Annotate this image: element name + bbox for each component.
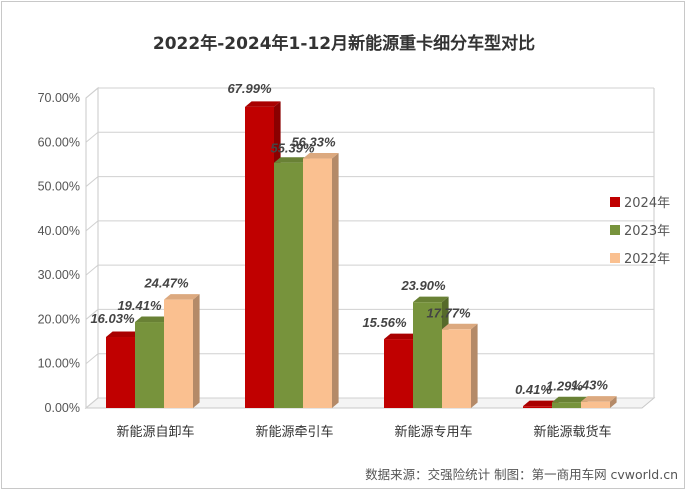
data-label: 1.43% xyxy=(571,378,608,393)
bar xyxy=(552,402,581,408)
y-tick-label: 60.00% xyxy=(38,135,80,149)
y-tick-label: 40.00% xyxy=(38,224,80,238)
data-label: 55.39% xyxy=(270,141,315,156)
data-label: 24.47% xyxy=(143,276,189,291)
bar-top xyxy=(245,101,281,107)
x-tick-label: 新能源牵引车 xyxy=(255,424,333,440)
x-tick-label: 新能源自卸车 xyxy=(116,424,194,440)
bar-side xyxy=(610,396,617,408)
bar-top xyxy=(552,396,588,403)
data-label: 1.29% xyxy=(546,378,583,393)
legend-swatch xyxy=(610,197,620,207)
legend-label: 2022年 xyxy=(624,252,670,267)
bar-top xyxy=(274,157,310,163)
side-wall xyxy=(85,86,99,410)
data-labels: 16.03%19.41% 24.47% 67.99% 55.39%56.33% 15.5… xyxy=(90,81,608,397)
legend-label: 2023年 xyxy=(624,224,670,239)
chart-title: 2022年-2024年1-12月新能源重卡细分车型对比 xyxy=(153,33,535,54)
bar xyxy=(106,337,135,408)
bar-top xyxy=(442,323,478,330)
data-label: 17.77% xyxy=(426,305,471,320)
bar-top xyxy=(303,153,339,159)
bar xyxy=(413,302,442,408)
y-tick-label: 20.00% xyxy=(38,312,80,326)
gridline xyxy=(85,131,654,143)
bar xyxy=(384,339,413,408)
y-tick-label: 10.00% xyxy=(38,357,80,371)
data-label: 15.56% xyxy=(362,315,407,330)
x-axis: 新能源自卸车 新能源牵引车 新能源专用车 新能源载货车 xyxy=(116,424,611,440)
bar-top xyxy=(164,294,200,300)
bar-top xyxy=(523,400,559,407)
bar xyxy=(245,106,274,408)
bar-side xyxy=(193,294,200,408)
y-tick-label: 0.00% xyxy=(45,401,80,415)
legend-swatch xyxy=(610,225,620,235)
gridlines xyxy=(85,87,654,409)
bars xyxy=(106,101,617,408)
bar xyxy=(581,401,610,408)
data-label: 67.99% xyxy=(227,81,272,96)
legend: 2024年 2023年 2022年 xyxy=(610,196,670,267)
data-label: 0.41% xyxy=(515,382,552,397)
gridline xyxy=(85,308,654,320)
bar xyxy=(523,406,552,408)
y-tick-label: 70.00% xyxy=(38,91,80,105)
bar xyxy=(303,158,332,408)
bar xyxy=(274,162,303,408)
bar xyxy=(135,322,164,408)
gridline xyxy=(85,176,654,187)
x-tick-label: 新能源专用车 xyxy=(394,424,472,440)
bar xyxy=(164,299,193,408)
data-label: 23.90% xyxy=(400,278,446,293)
gridline xyxy=(85,264,654,276)
gridline xyxy=(85,87,654,99)
legend-swatch xyxy=(610,253,620,263)
data-label: 56.33% xyxy=(291,135,336,150)
bar xyxy=(442,329,471,408)
data-label: 16.03% xyxy=(90,311,135,326)
bar-top xyxy=(413,296,449,303)
bar-top xyxy=(106,331,142,338)
bar-top xyxy=(135,316,171,323)
bar-side xyxy=(471,323,478,408)
bar-top xyxy=(384,333,420,340)
y-tick-label: 50.00% xyxy=(38,180,80,194)
bar-side xyxy=(332,153,339,408)
y-tick-label: 30.00% xyxy=(38,268,80,282)
legend-label: 2024年 xyxy=(624,196,670,211)
x-tick-label: 新能源载货车 xyxy=(533,424,611,440)
y-axis: 0.00% 10.00% 20.00% 30.00% 40.00% 50.00% 60.00… xyxy=(38,91,80,415)
data-label: 19.41% xyxy=(117,298,162,313)
bar-top xyxy=(581,396,617,402)
gridline xyxy=(85,220,654,232)
source-note: 数据来源：交强险统计 制图：第一商用车网 cvworld.cn xyxy=(365,467,678,482)
